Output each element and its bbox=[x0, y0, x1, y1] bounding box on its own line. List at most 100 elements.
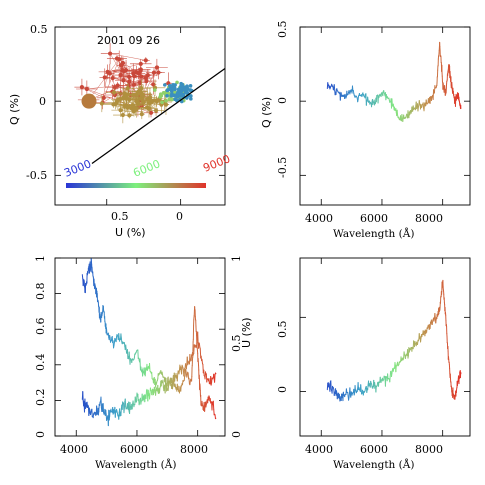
x-tick-label: 4000 bbox=[305, 443, 333, 456]
scatter-point bbox=[167, 97, 172, 101]
x-tick-label: 8000 bbox=[415, 212, 443, 225]
scatter-point bbox=[182, 87, 186, 92]
plot-frame bbox=[54, 257, 226, 437]
scatter-point bbox=[163, 102, 169, 107]
fit-line bbox=[91, 68, 226, 164]
y-tick-label: 0.5 bbox=[276, 321, 289, 339]
scatter-point bbox=[118, 108, 123, 113]
scatter-point bbox=[188, 84, 193, 88]
spectrum-marks bbox=[55, 257, 225, 437]
colorbar-label-green: 6000 bbox=[131, 157, 162, 180]
spectrum-marks bbox=[300, 26, 470, 205]
x-tick-label: 8000 bbox=[180, 443, 208, 456]
plot-frame bbox=[299, 257, 471, 437]
y-tick-label: 0.2 bbox=[34, 389, 47, 407]
x-tick-label: 8000 bbox=[415, 443, 443, 456]
plot-frame bbox=[299, 26, 471, 206]
scatter-point bbox=[171, 93, 175, 98]
x-axis-label: U (%) bbox=[115, 226, 146, 239]
connector-line bbox=[107, 63, 141, 73]
y-axis-label: Q (%) bbox=[8, 94, 21, 125]
scatter-point bbox=[118, 72, 123, 78]
scatter-point bbox=[189, 94, 193, 98]
scatter-point bbox=[189, 97, 193, 101]
colorbar bbox=[66, 183, 206, 188]
y-tick-label: 0.5 bbox=[276, 21, 289, 39]
scatter-point bbox=[164, 98, 168, 103]
y-right-axis-label: U (%) bbox=[240, 317, 253, 348]
y-tick-label: 0.5 bbox=[30, 23, 48, 36]
spectrum-marks bbox=[300, 258, 470, 436]
x-tick-label: 0 bbox=[176, 210, 183, 223]
x-tick-label: 6000 bbox=[120, 443, 148, 456]
colorbar-label-blue: 3000 bbox=[62, 157, 93, 180]
panel-u-spectrum: 0.5 0 4000 6000 8000 Wavelength (Å) bbox=[276, 257, 471, 471]
y-tick-label: 1 bbox=[34, 255, 47, 262]
x-tick-label: 6000 bbox=[360, 443, 388, 456]
y-tick-label: 0 bbox=[276, 97, 289, 104]
connector-line bbox=[103, 59, 120, 98]
connector-line bbox=[114, 92, 165, 103]
x-axis-label: Wavelength (Å) bbox=[333, 457, 414, 471]
scatter-point bbox=[99, 101, 104, 106]
scatter-point bbox=[178, 86, 182, 91]
y-tick-label: 0 bbox=[39, 95, 46, 108]
scatter-point bbox=[175, 92, 180, 96]
x-axis-label: Wavelength (Å) bbox=[95, 457, 176, 471]
connector-line bbox=[109, 69, 141, 74]
scatter-point bbox=[143, 58, 148, 63]
scatter-point bbox=[126, 74, 132, 79]
scatter-point bbox=[165, 93, 169, 98]
x-tick-label: 0.5 bbox=[111, 210, 129, 223]
y-axis-label: Q (%) bbox=[260, 97, 273, 128]
scatter-point bbox=[159, 93, 164, 98]
y-tick-label: -0.5 bbox=[26, 169, 47, 182]
scatter-point bbox=[121, 78, 126, 83]
scatter-point bbox=[179, 81, 183, 86]
scatter-marks bbox=[55, 26, 226, 205]
scatter-point bbox=[152, 88, 157, 92]
scatter-point bbox=[160, 100, 164, 105]
plot-frame bbox=[54, 26, 226, 206]
y-tick-label: 0.6 bbox=[34, 318, 47, 336]
colorbar-label-red: 9000 bbox=[201, 152, 232, 175]
y-right-tick-label: 1 bbox=[230, 255, 243, 262]
x-tick-label: 4000 bbox=[305, 212, 333, 225]
connector-line bbox=[123, 98, 137, 101]
scatter-point bbox=[139, 112, 144, 117]
panel-qu-scatter: 2001 09 26 0.5 0 -0.5 0.5 0 U (%) Q (%) … bbox=[8, 23, 232, 239]
scatter-point bbox=[102, 75, 107, 80]
panel-q-spectrum: 0.5 0 -0.5 4000 6000 8000 Wavelength (Å)… bbox=[260, 21, 471, 240]
scatter-point bbox=[134, 107, 139, 112]
scatter-point bbox=[184, 87, 189, 92]
x-tick-label: 4000 bbox=[60, 443, 88, 456]
y-right-tick-label: 0 bbox=[230, 431, 243, 438]
scatter-point bbox=[170, 97, 175, 102]
x-tick-label: 6000 bbox=[360, 212, 388, 225]
y-tick-label: 0.4 bbox=[34, 354, 47, 372]
scatter-point bbox=[171, 86, 175, 90]
scatter-point bbox=[167, 83, 172, 88]
scatter-point bbox=[188, 88, 193, 92]
x-axis-label: Wavelength (Å) bbox=[333, 226, 414, 240]
chart-title: 2001 09 26 bbox=[97, 34, 160, 47]
scatter-point bbox=[146, 106, 152, 111]
scatter-point bbox=[178, 91, 182, 96]
scatter-point bbox=[163, 83, 167, 87]
y-right-tick-label: 0.5 bbox=[230, 335, 243, 353]
scatter-point bbox=[165, 88, 170, 93]
scatter-point bbox=[141, 93, 146, 98]
scatter-point bbox=[121, 96, 126, 101]
connector-line bbox=[81, 86, 104, 99]
large-marker bbox=[81, 93, 97, 109]
scatter-point bbox=[148, 110, 154, 115]
y-tick-label: 0.8 bbox=[34, 283, 47, 301]
scatter-point bbox=[175, 80, 179, 85]
scatter-point bbox=[173, 83, 177, 87]
panel-dual-spectrum: 1 0.8 0.6 0.4 0.2 0 1 0.5 0 U (%) 4000 6… bbox=[34, 255, 253, 471]
scatter-point bbox=[125, 86, 130, 91]
y-tick-label: 0 bbox=[276, 386, 289, 393]
y-tick-label: -0.5 bbox=[276, 157, 289, 178]
connector-line bbox=[110, 53, 146, 61]
